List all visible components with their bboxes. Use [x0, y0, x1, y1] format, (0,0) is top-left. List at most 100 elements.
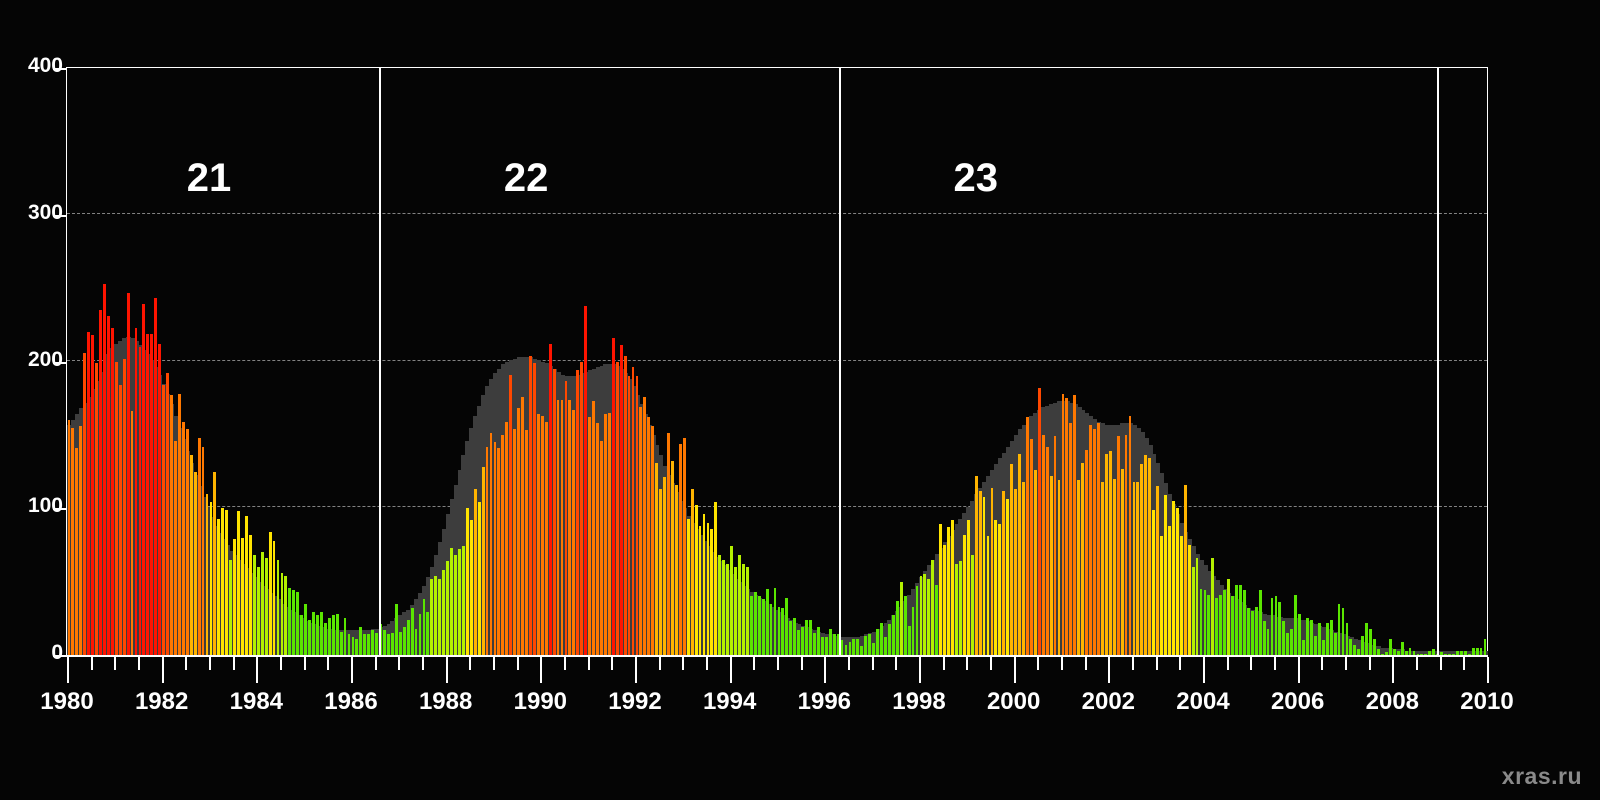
x-tick-minor-1987 — [398, 657, 401, 670]
bar — [714, 502, 718, 655]
bar — [1357, 649, 1361, 655]
bar — [434, 575, 438, 655]
bar — [785, 597, 789, 655]
bar — [1333, 633, 1337, 655]
bar — [1274, 596, 1278, 655]
x-tick-minor-1995.5 — [800, 657, 803, 670]
bar — [753, 591, 757, 655]
bar — [209, 502, 213, 655]
x-tick-minor-2007 — [1345, 657, 1347, 670]
bar — [390, 633, 394, 655]
y-tick-mark-0 — [53, 655, 66, 657]
bar — [958, 561, 962, 655]
bar — [643, 396, 647, 655]
bar — [1026, 417, 1029, 655]
bar — [517, 408, 521, 655]
bar — [343, 618, 347, 655]
bar — [962, 534, 966, 655]
bar — [919, 575, 923, 655]
bar — [473, 489, 477, 655]
x-tick-minor-1983 — [209, 657, 211, 670]
bar — [603, 414, 607, 655]
x-tick-minor-2003 — [1155, 657, 1158, 670]
bar — [1223, 590, 1227, 655]
bar — [1002, 490, 1006, 655]
bar — [935, 584, 939, 655]
bar — [1014, 489, 1018, 655]
bar — [406, 619, 410, 655]
bar — [1006, 499, 1010, 655]
x-tick-major-2000 — [1013, 657, 1016, 683]
bar — [651, 426, 655, 655]
bar — [1432, 649, 1436, 655]
bar — [816, 627, 820, 655]
x-tick-label-1982: 1982 — [134, 688, 189, 715]
bar — [536, 414, 540, 655]
bar — [931, 559, 935, 655]
bar — [970, 555, 974, 655]
bar — [1152, 509, 1156, 655]
bar — [647, 417, 651, 655]
bar — [118, 384, 122, 655]
bar — [1270, 597, 1274, 655]
bar — [1310, 619, 1313, 655]
bar — [446, 561, 450, 655]
bar — [596, 423, 599, 655]
x-tick-major-2002 — [1108, 657, 1111, 683]
bar — [1475, 647, 1479, 655]
bar — [142, 304, 146, 655]
bar — [110, 327, 114, 655]
y-tick-mark-100 — [53, 508, 66, 511]
x-tick-minor-1989.5 — [516, 657, 519, 670]
bar — [706, 522, 710, 655]
x-tick-minor-1984.5 — [280, 657, 282, 670]
bar — [1104, 453, 1108, 655]
bar — [986, 536, 990, 655]
bar — [1361, 635, 1365, 655]
bar — [674, 484, 678, 655]
bar — [671, 461, 674, 655]
x-tick-minor-2009.5 — [1463, 657, 1466, 670]
x-tick-label-1980: 1980 — [40, 688, 94, 715]
bar — [1124, 434, 1128, 655]
bar — [327, 618, 331, 655]
bar — [513, 429, 517, 655]
bar — [1171, 500, 1175, 655]
x-tick-minor-2008.5 — [1416, 657, 1418, 670]
bar — [288, 587, 292, 655]
bar — [75, 448, 79, 655]
bar — [237, 511, 240, 655]
bar — [1203, 590, 1207, 655]
bar — [686, 518, 690, 655]
bar — [264, 558, 268, 655]
bar — [91, 335, 95, 655]
plot-border-right — [1486, 68, 1488, 656]
bar — [454, 555, 457, 655]
smoothed-segment — [1380, 647, 1386, 655]
bar — [1377, 649, 1380, 655]
bar — [844, 644, 848, 655]
x-tick-major-1988 — [445, 657, 448, 683]
bar — [1294, 594, 1298, 655]
bar — [769, 603, 773, 655]
bar — [1018, 453, 1021, 655]
bar — [185, 429, 189, 655]
bar — [1029, 439, 1033, 655]
bar — [1037, 387, 1041, 655]
bar — [1179, 536, 1183, 655]
bar — [828, 628, 832, 655]
bar — [489, 433, 493, 655]
bar — [974, 475, 978, 655]
y-tick-mark-300 — [53, 214, 66, 217]
bar — [923, 574, 927, 655]
smoothed-segment — [1467, 650, 1472, 655]
bar — [1381, 653, 1384, 655]
bar — [465, 508, 469, 655]
bar — [1262, 621, 1266, 655]
bar — [158, 343, 162, 655]
bar — [982, 496, 986, 655]
bar — [1211, 558, 1215, 655]
bar — [552, 368, 556, 655]
x-tick-label-1984: 1984 — [229, 688, 284, 715]
bar — [801, 627, 805, 655]
